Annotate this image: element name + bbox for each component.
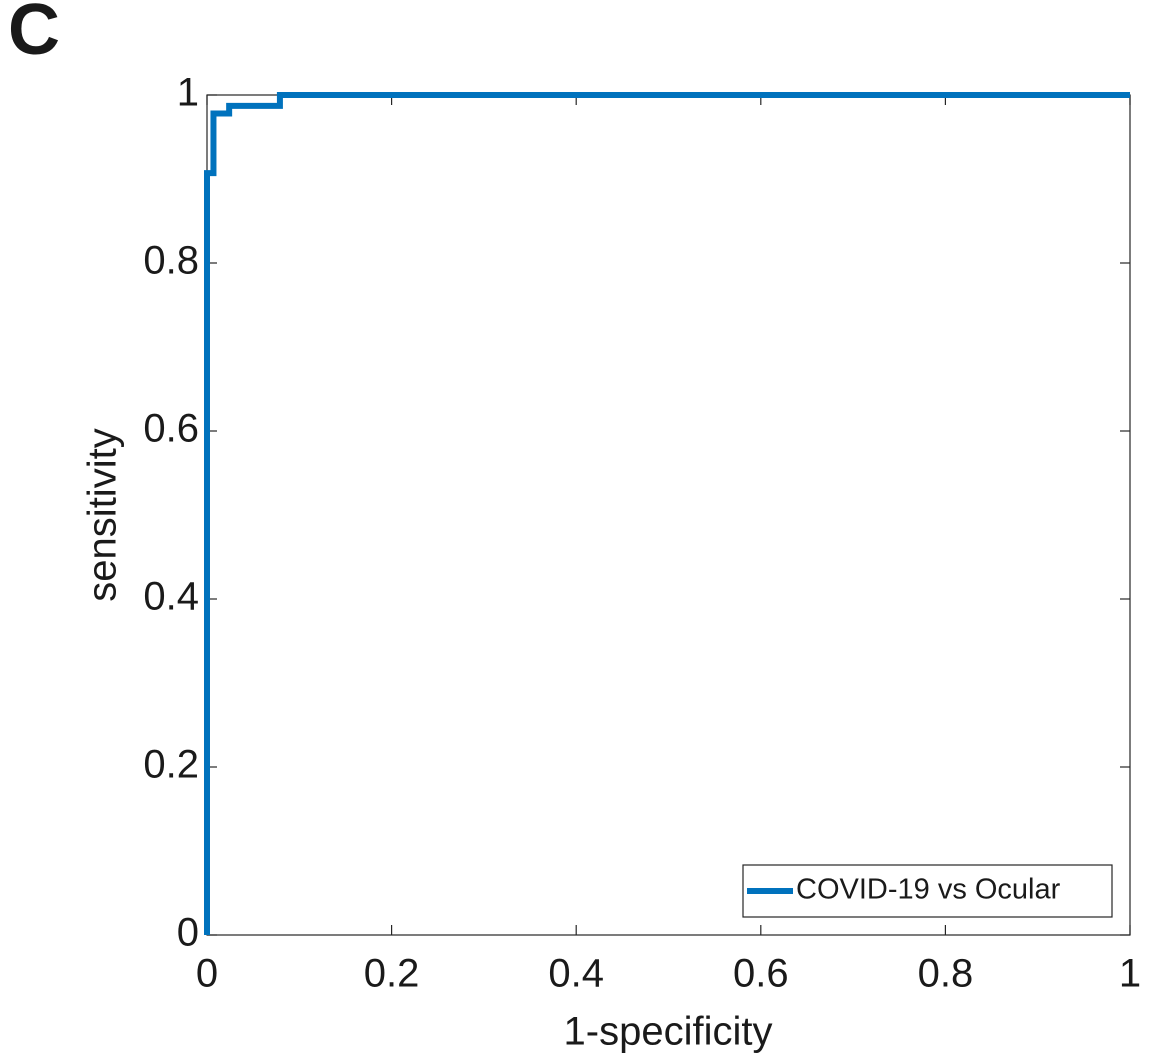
legend-box (742, 864, 1113, 918)
legend: COVID-19 vs Ocular (742, 864, 1113, 918)
y-tick-label: 0.6 (143, 407, 199, 451)
y-tick-label: 0.4 (143, 575, 199, 619)
data-line (204, 92, 1130, 935)
y-tick-label: 1 (177, 71, 199, 115)
y-axis-label: sensitivity (81, 428, 125, 601)
plot-area (206, 94, 1131, 936)
y-tick-label: 0.8 (143, 239, 199, 283)
x-axis-label: 1-specificity (564, 1010, 773, 1054)
x-tick-label: 0.6 (733, 952, 789, 996)
x-tick-label: 1 (1119, 952, 1141, 996)
x-tick-label: 0.2 (364, 952, 420, 996)
legend-label: COVID-19 vs Ocular (796, 874, 1061, 906)
panel-label: C (8, 0, 60, 70)
x-tick-label: 0.4 (548, 952, 604, 996)
y-tick-label: 0.2 (143, 743, 199, 787)
x-tick-label: 0.8 (918, 952, 974, 996)
y-tick-label: 0 (177, 911, 199, 955)
x-tick-label: 0 (196, 952, 218, 996)
